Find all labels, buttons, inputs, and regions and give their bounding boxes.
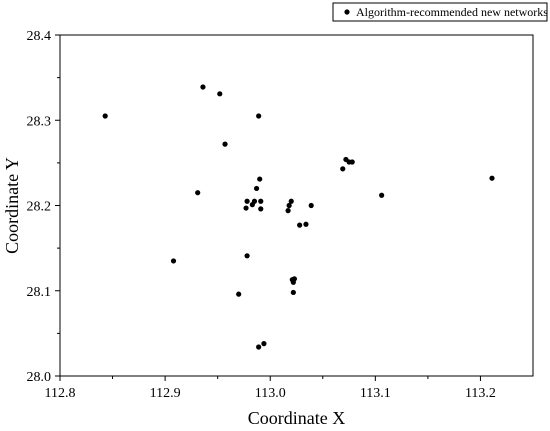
data-point: [256, 344, 262, 350]
data-point: [244, 253, 250, 259]
data-point: [290, 289, 296, 296]
x-tick-label: 113.1: [360, 386, 391, 401]
legend: Algorithm-recommended new networks: [332, 2, 548, 22]
legend-marker: [344, 9, 350, 15]
data-point: [195, 190, 201, 196]
data-point: [256, 113, 262, 119]
data-point: [308, 202, 314, 209]
data-point: [291, 276, 297, 282]
ticks: 112.8 112.9 113.0 113.1 113.2 28.0 28.1 28.2 28.…: [27, 29, 496, 401]
data-point: [217, 91, 223, 97]
data-point: [257, 176, 263, 182]
legend-label: Algorithm-recommended new networks: [356, 5, 548, 19]
y-tick-label: 28.2: [27, 200, 52, 215]
x-axis-title: Coordinate X: [248, 408, 345, 428]
x-tick-label: 113.0: [255, 386, 286, 401]
data-point: [253, 185, 260, 192]
data-point: [258, 206, 264, 212]
x-tick-label: 112.8: [45, 386, 76, 401]
data-point: [244, 198, 250, 204]
data-point: [297, 222, 303, 228]
data-point: [243, 205, 249, 211]
x-tick-label: 113.2: [465, 386, 496, 401]
data-point: [236, 291, 242, 297]
legend-box: [332, 2, 548, 22]
data-point: [340, 166, 346, 172]
data-point: [379, 192, 385, 198]
x-tick-label: 112.9: [150, 386, 181, 401]
axes: [59, 34, 534, 377]
y-axis-title: Coordinate Y: [2, 157, 22, 254]
y-tick-label: 28.4: [27, 29, 52, 44]
data-point: [251, 198, 258, 204]
data-point: [489, 175, 495, 181]
data-point: [102, 113, 108, 119]
data-point: [170, 258, 177, 264]
plot-frame: [59, 34, 534, 377]
data-point: [288, 198, 294, 204]
y-tick-label: 28.1: [27, 285, 52, 300]
data-point: [285, 208, 291, 214]
data-point: [349, 159, 355, 165]
data-points: [102, 84, 495, 350]
data-point: [222, 141, 228, 147]
y-tick-label: 28.0: [27, 370, 52, 385]
data-point: [261, 341, 267, 347]
data-point: [258, 198, 264, 204]
y-tick-label: 28.3: [27, 114, 52, 129]
data-point: [303, 221, 309, 227]
data-point: [200, 84, 206, 90]
data-point: [286, 202, 292, 209]
